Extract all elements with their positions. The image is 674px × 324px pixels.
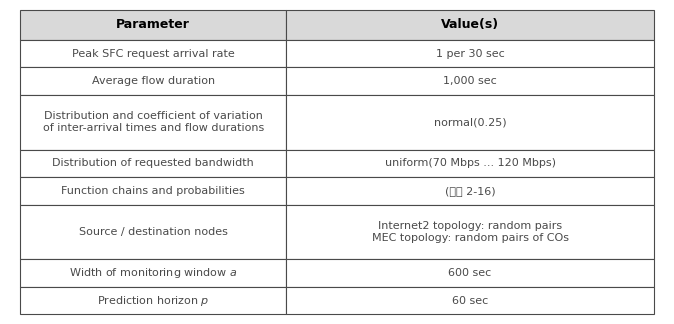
- Text: Parameter: Parameter: [117, 18, 190, 31]
- Text: Source / destination nodes: Source / destination nodes: [79, 227, 228, 237]
- Text: Function chains and probabilities: Function chains and probabilities: [61, 186, 245, 196]
- Bar: [20, 287, 286, 314]
- Text: Prediction horizon $p$: Prediction horizon $p$: [97, 294, 210, 307]
- Text: Peak SFC request arrival rate: Peak SFC request arrival rate: [72, 49, 235, 59]
- Bar: [20, 67, 286, 95]
- Bar: [20, 10, 286, 40]
- Text: 600 sec: 600 sec: [448, 268, 491, 278]
- Text: (그림 2-16): (그림 2-16): [445, 186, 495, 196]
- Bar: [286, 40, 654, 67]
- Bar: [20, 177, 286, 204]
- Text: Internet2 topology: random pairs
MEC topology: random pairs of COs: Internet2 topology: random pairs MEC top…: [371, 221, 569, 243]
- Bar: [286, 10, 654, 40]
- Bar: [286, 95, 654, 150]
- Bar: [286, 150, 654, 177]
- Bar: [20, 204, 286, 260]
- Bar: [286, 177, 654, 204]
- Text: Distribution of requested bandwidth: Distribution of requested bandwidth: [53, 158, 254, 168]
- Bar: [286, 204, 654, 260]
- Bar: [20, 260, 286, 287]
- Bar: [20, 150, 286, 177]
- Bar: [20, 40, 286, 67]
- Text: 1 per 30 sec: 1 per 30 sec: [435, 49, 504, 59]
- Text: Width of monitoring window $a$: Width of monitoring window $a$: [69, 266, 237, 280]
- Text: 60 sec: 60 sec: [452, 295, 488, 306]
- Bar: [286, 287, 654, 314]
- Bar: [20, 95, 286, 150]
- Text: Average flow duration: Average flow duration: [92, 76, 215, 86]
- Bar: [286, 67, 654, 95]
- Text: 1,000 sec: 1,000 sec: [443, 76, 497, 86]
- Text: uniform(70 Mbps ... 120 Mbps): uniform(70 Mbps ... 120 Mbps): [385, 158, 555, 168]
- Text: Distribution and coefficient of variation
of inter-arrival times and flow durati: Distribution and coefficient of variatio…: [42, 111, 264, 133]
- Text: Value(s): Value(s): [441, 18, 499, 31]
- Text: normal(0.25): normal(0.25): [434, 117, 506, 127]
- Bar: [286, 260, 654, 287]
